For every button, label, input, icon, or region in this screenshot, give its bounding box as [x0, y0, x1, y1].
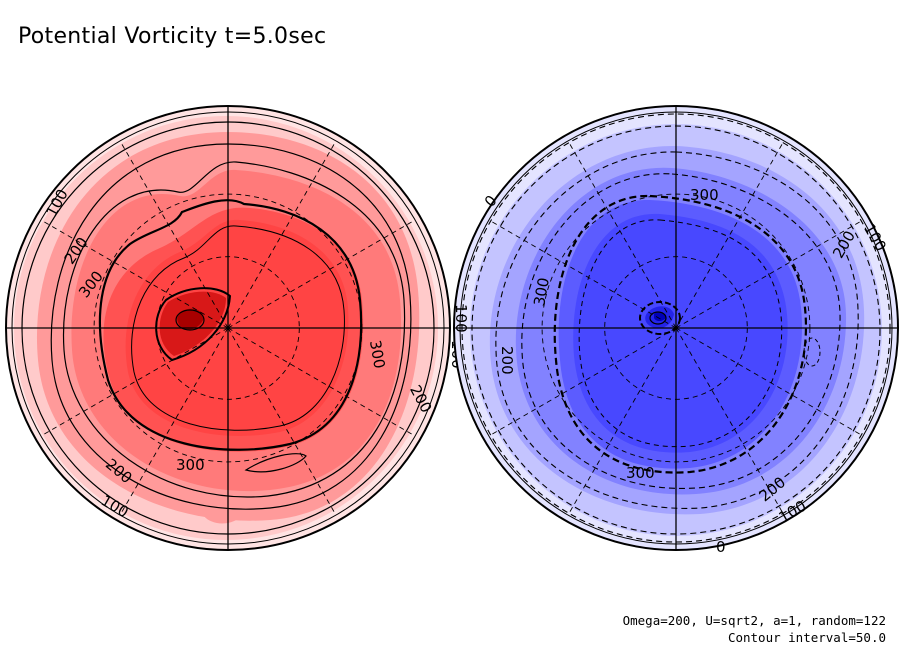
right-meridian-120 — [567, 140, 677, 329]
right-contour-200 — [521, 173, 841, 490]
left-contour-450 — [175, 309, 205, 331]
right-meridian-150 — [488, 219, 677, 329]
right-contour-150 — [495, 151, 859, 509]
right-meridian-330 — [675, 327, 864, 437]
left-meridian-120 — [119, 140, 229, 329]
right-label-0b: 0 — [716, 538, 726, 556]
left-band-7 — [177, 308, 204, 330]
left-meridian-240 — [119, 327, 229, 516]
right-band-5 — [573, 213, 788, 453]
left-meridian-30 — [227, 219, 416, 329]
right-contour-300 — [553, 194, 808, 474]
left-meridian-210 — [40, 327, 229, 437]
left-polar-panel: 100 200 300 300 100 200 300 200 100 — [5, 105, 466, 551]
left-frame-inner — [11, 111, 445, 545]
right-frame — [453, 105, 899, 551]
left-meridian-300 — [227, 327, 337, 516]
right-meridian-210 — [488, 327, 677, 437]
right-polar-panel: 0 300 200 100 100 200 300 300 200 100 0 — [452, 105, 899, 556]
left-contour-streak — [244, 453, 307, 473]
left-meridian-330 — [227, 327, 416, 437]
left-contour-300 — [98, 199, 363, 451]
right-meridian-30 — [675, 219, 864, 329]
right-meridian-60 — [675, 140, 785, 329]
left-streak-1 — [248, 454, 304, 471]
right-contour-400 — [639, 301, 681, 335]
right-band-7 — [654, 311, 666, 321]
left-meridian-150 — [40, 219, 229, 329]
parameters-note: Omega=200, U=sqrt2, a=1, random=122 — [622, 613, 886, 628]
contour-interval-note: Contour interval=50.0 — [727, 630, 886, 645]
right-meridian-300 — [675, 327, 785, 516]
left-label-300b: 300 — [366, 339, 389, 370]
right-frame-inner — [459, 111, 893, 545]
left-contour-200 — [62, 161, 406, 498]
left-meridian-60 — [227, 140, 337, 329]
right-meridian-240 — [567, 327, 677, 516]
right-label-200b: 200 — [498, 346, 516, 375]
left-label-300c: 300 — [176, 456, 205, 474]
right-contour-450 — [649, 311, 667, 325]
right-contour-eddy — [803, 337, 821, 367]
right-label-300b: 300 — [530, 276, 553, 307]
left-contour-350 — [131, 225, 345, 431]
right-contour-350 — [578, 219, 783, 448]
right-label-300c: 300 — [626, 464, 655, 482]
left-contour-150 — [50, 143, 412, 510]
chart-title: Potential Vorticity t=5.0sec — [18, 24, 327, 49]
right-label-300a: 300 — [690, 186, 719, 204]
left-frame — [5, 105, 451, 551]
right-label-100b: 100 — [452, 304, 470, 333]
